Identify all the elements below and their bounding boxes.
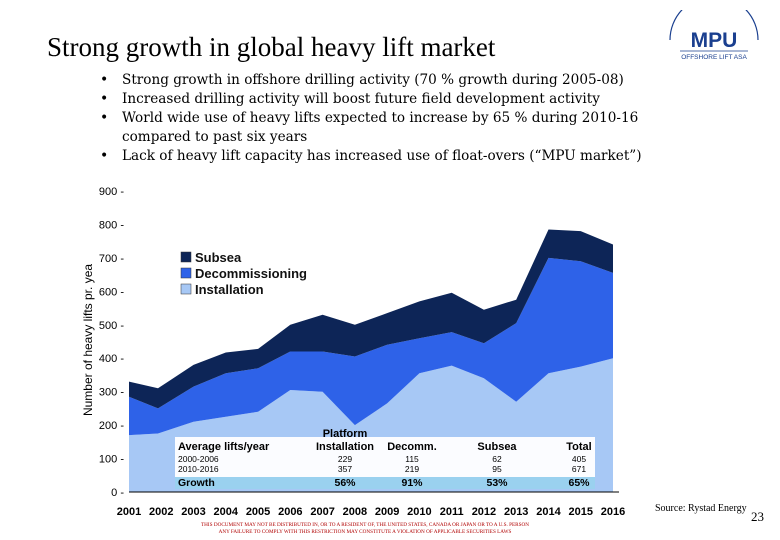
x-tick-label: 2001 [117,506,141,518]
table-cell: 357 [338,464,352,474]
table-header: Platform [323,428,368,440]
table-header-bg [175,437,595,453]
x-tick-label: 2016 [601,506,625,518]
table-growth-cell: 53% [486,477,508,489]
y-tick-label: 600 - [99,286,124,298]
y-tick-label: 400 - [99,353,124,365]
y-tick-label: 700 - [99,253,124,265]
table-cell: 671 [572,464,586,474]
logo-text: MPU [691,29,738,52]
logo-arc [669,10,759,41]
legend-swatch [180,251,192,263]
table-cell: 95 [492,464,502,474]
table-header: Total [566,441,591,453]
x-tick-label: 2013 [504,506,528,518]
bullet-dot-icon: • [100,110,109,126]
table-header: Subsea [477,441,517,453]
area-decommissioning [129,257,613,436]
slide-title: Strong growth in global heavy lift marke… [47,32,496,62]
x-tick-label: 2015 [568,506,592,518]
x-tick-label: 2007 [310,506,334,518]
legend-swatch [180,267,192,279]
x-tick-label: 2010 [407,506,431,518]
table-cell: 219 [405,464,419,474]
bullet-list: • Strong growth in offshore drilling acti… [100,71,660,166]
page-number: 23 [751,509,764,524]
bullet-dot-icon: • [100,148,109,164]
table-cell: 62 [492,454,502,464]
table-header: Decomm. [387,441,437,453]
y-tick-label: 800 - [99,219,124,231]
legend-label: Decommissioning [195,266,307,281]
bullet-dot-icon: • [100,72,109,88]
table-growth-cell: 65% [568,477,590,489]
table-growth-bg [175,477,595,489]
bullet-dot-icon: • [100,91,109,107]
area-subsea [129,229,613,409]
y-tick-label: 900 - [99,186,124,198]
legend-label: Installation [195,282,264,297]
table-cell: 2000-2006 [178,454,219,464]
table-growth-label: Growth [178,477,215,489]
y-tick-label: 500 - [99,320,124,332]
y-tick-label: 0 - [111,487,124,499]
legend-label: Subsea [195,250,242,265]
source-note: Source: Rystad Energy [655,503,747,514]
y-tick-label: 200 - [99,420,124,432]
x-tick-label: 2014 [536,506,561,518]
table-body-bg [175,453,595,477]
x-tick-label: 2005 [246,506,270,518]
x-tick-label: 2008 [343,506,367,518]
bullet-item: • World wide use of heavy lifts expected … [100,110,639,145]
bullet-item: • Strong growth in offshore drilling acti… [100,72,624,88]
table-cell: 2010-2016 [178,464,219,474]
x-tick-label: 2011 [440,506,464,518]
table-cell: 229 [338,454,352,464]
table-header: Average lifts/year [178,441,270,453]
x-tick-label: 2002 [149,506,173,518]
table-cell: 405 [572,454,586,464]
y-tick-label: 100 - [99,454,124,466]
x-tick-label: 2004 [214,506,239,518]
logo-subtext: OFFSHORE LIFT ASA [681,54,747,61]
y-axis-title: Number of heavy lifts pr. yea [81,264,95,416]
disclaimer: THIS DOCUMENT MAY NOT BE DISTRIBUTED IN,… [201,522,529,535]
mpu-logo: MPU OFFSHORE LIFT ASA [669,10,759,61]
x-tick-label: 2003 [181,506,205,518]
table-growth-cell: 91% [401,477,423,489]
table-header: Installation [316,441,374,453]
x-tick-label: 2009 [375,506,399,518]
table-growth-cell: 56% [334,477,356,489]
x-tick-label: 2006 [278,506,302,518]
x-tick-label: 2012 [472,506,496,518]
bullet-item: • Increased drilling activity will boost … [100,91,600,107]
bullet-item: • Lack of heavy lift capacity has increas… [100,148,642,164]
table-cell: 115 [405,454,419,464]
y-tick-label: 300 - [99,387,124,399]
legend-swatch [180,283,192,295]
